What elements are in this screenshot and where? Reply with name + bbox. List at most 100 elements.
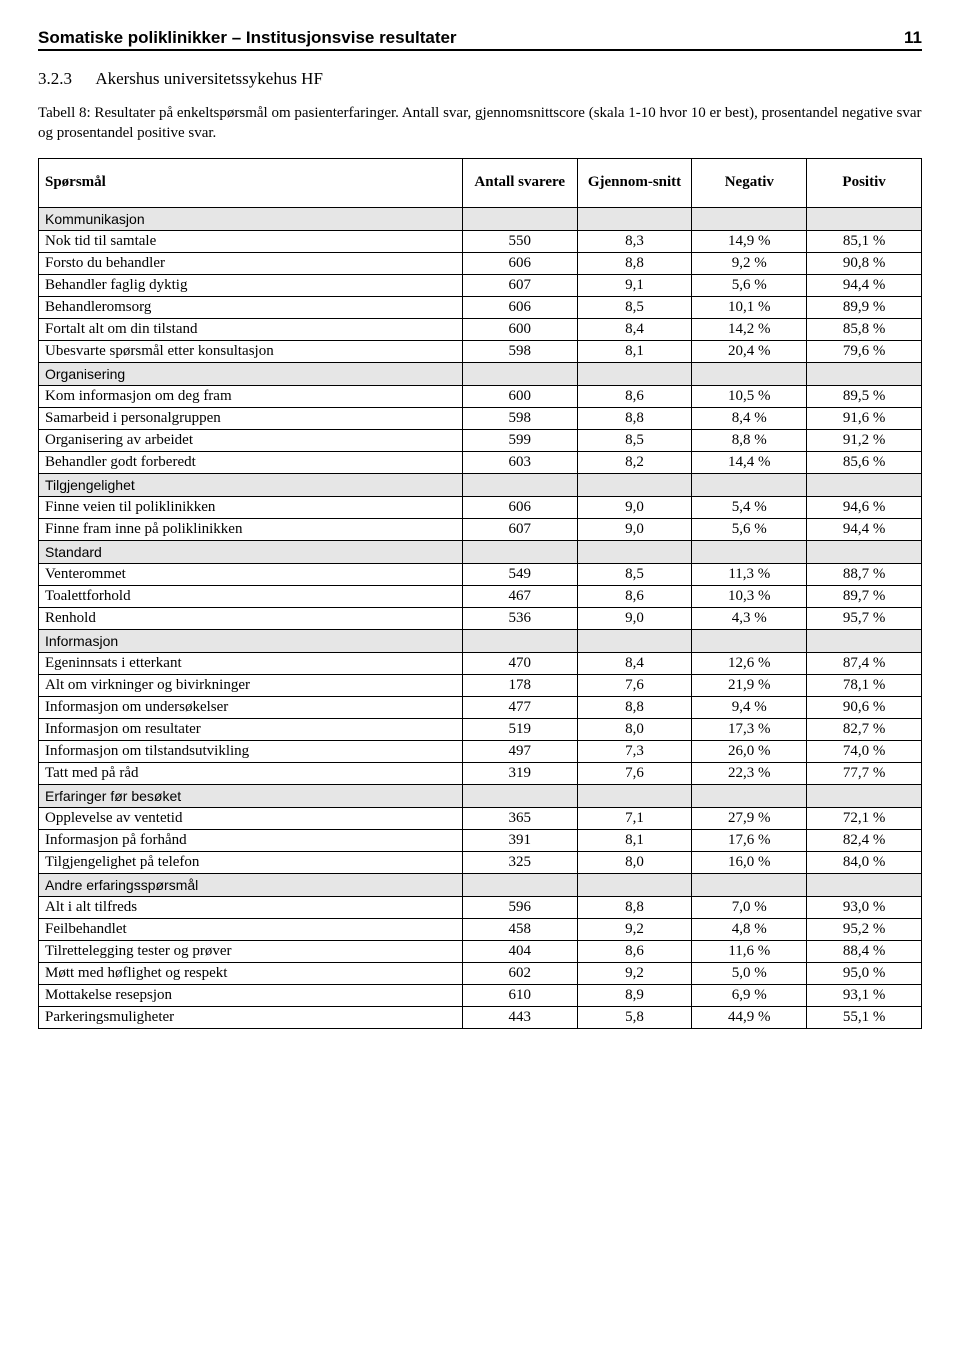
table-section-empty bbox=[692, 873, 807, 896]
table-row: Informasjon om tilstandsutvikling4977,32… bbox=[39, 740, 922, 762]
cell-count: 607 bbox=[462, 274, 577, 296]
cell-negative: 22,3 % bbox=[692, 762, 807, 784]
table-section-title: Kommunikasjon bbox=[39, 207, 463, 230]
table-row: Forsto du behandler6068,89,2 %90,8 % bbox=[39, 252, 922, 274]
cell-label: Nok tid til samtale bbox=[39, 230, 463, 252]
cell-mean: 8,0 bbox=[577, 718, 692, 740]
col-header-negative: Negativ bbox=[692, 158, 807, 207]
cell-label: Ubesvarte spørsmål etter konsultasjon bbox=[39, 340, 463, 362]
cell-mean: 7,3 bbox=[577, 740, 692, 762]
cell-count: 603 bbox=[462, 451, 577, 473]
cell-count: 602 bbox=[462, 962, 577, 984]
cell-negative: 14,2 % bbox=[692, 318, 807, 340]
cell-mean: 8,5 bbox=[577, 296, 692, 318]
cell-mean: 8,2 bbox=[577, 451, 692, 473]
cell-negative: 17,6 % bbox=[692, 829, 807, 851]
table-section-empty bbox=[462, 362, 577, 385]
cell-negative: 6,9 % bbox=[692, 984, 807, 1006]
cell-mean: 8,1 bbox=[577, 340, 692, 362]
cell-label: Alt i alt tilfreds bbox=[39, 896, 463, 918]
cell-mean: 9,0 bbox=[577, 607, 692, 629]
cell-count: 600 bbox=[462, 385, 577, 407]
table-row: Feilbehandlet4589,24,8 %95,2 % bbox=[39, 918, 922, 940]
cell-label: Behandler faglig dyktig bbox=[39, 274, 463, 296]
table-section-empty bbox=[692, 207, 807, 230]
table-row: Finne fram inne på poliklinikken6079,05,… bbox=[39, 518, 922, 540]
cell-mean: 8,9 bbox=[577, 984, 692, 1006]
table-section-row: Informasjon bbox=[39, 629, 922, 652]
table-header-row: Spørsmål Antall svarere Gjennom-snitt Ne… bbox=[39, 158, 922, 207]
page-title: Somatiske poliklinikker – Institusjonsvi… bbox=[38, 28, 457, 48]
results-table: Spørsmål Antall svarere Gjennom-snitt Ne… bbox=[38, 158, 922, 1029]
section-title: Akershus universitetssykehus HF bbox=[95, 69, 323, 88]
cell-label: Informasjon om resultater bbox=[39, 718, 463, 740]
cell-negative: 5,6 % bbox=[692, 274, 807, 296]
cell-positive: 93,0 % bbox=[807, 896, 922, 918]
cell-label: Informasjon om undersøkelser bbox=[39, 696, 463, 718]
cell-count: 470 bbox=[462, 652, 577, 674]
cell-count: 458 bbox=[462, 918, 577, 940]
cell-label: Kom informasjon om deg fram bbox=[39, 385, 463, 407]
table-section-empty bbox=[807, 873, 922, 896]
table-row: Venterommet5498,511,3 %88,7 % bbox=[39, 563, 922, 585]
cell-label: Mottakelse resepsjon bbox=[39, 984, 463, 1006]
cell-positive: 55,1 % bbox=[807, 1006, 922, 1028]
cell-negative: 21,9 % bbox=[692, 674, 807, 696]
table-section-row: Organisering bbox=[39, 362, 922, 385]
cell-positive: 88,7 % bbox=[807, 563, 922, 585]
table-section-empty bbox=[577, 540, 692, 563]
cell-count: 443 bbox=[462, 1006, 577, 1028]
table-section-empty bbox=[807, 629, 922, 652]
cell-positive: 94,6 % bbox=[807, 496, 922, 518]
table-section-empty bbox=[807, 784, 922, 807]
table-section-empty bbox=[807, 540, 922, 563]
table-section-title: Andre erfaringsspørsmål bbox=[39, 873, 463, 896]
cell-label: Behandleromsorg bbox=[39, 296, 463, 318]
cell-mean: 8,6 bbox=[577, 385, 692, 407]
cell-count: 467 bbox=[462, 585, 577, 607]
cell-positive: 89,9 % bbox=[807, 296, 922, 318]
cell-positive: 89,7 % bbox=[807, 585, 922, 607]
cell-count: 319 bbox=[462, 762, 577, 784]
cell-positive: 90,6 % bbox=[807, 696, 922, 718]
table-row: Informasjon om undersøkelser4778,89,4 %9… bbox=[39, 696, 922, 718]
cell-label: Feilbehandlet bbox=[39, 918, 463, 940]
cell-count: 550 bbox=[462, 230, 577, 252]
table-row: Tilrettelegging tester og prøver4048,611… bbox=[39, 940, 922, 962]
cell-mean: 9,2 bbox=[577, 918, 692, 940]
cell-label: Opplevelse av ventetid bbox=[39, 807, 463, 829]
cell-positive: 90,8 % bbox=[807, 252, 922, 274]
cell-mean: 8,4 bbox=[577, 318, 692, 340]
cell-negative: 16,0 % bbox=[692, 851, 807, 873]
cell-mean: 8,8 bbox=[577, 407, 692, 429]
table-caption: Tabell 8: Resultater på enkeltspørsmål o… bbox=[38, 103, 922, 144]
table-row: Tatt med på råd3197,622,3 %77,7 % bbox=[39, 762, 922, 784]
cell-negative: 27,9 % bbox=[692, 807, 807, 829]
cell-positive: 93,1 % bbox=[807, 984, 922, 1006]
cell-mean: 9,1 bbox=[577, 274, 692, 296]
cell-negative: 44,9 % bbox=[692, 1006, 807, 1028]
cell-positive: 78,1 % bbox=[807, 674, 922, 696]
cell-positive: 85,8 % bbox=[807, 318, 922, 340]
table-row: Fortalt alt om din tilstand6008,414,2 %8… bbox=[39, 318, 922, 340]
cell-mean: 8,0 bbox=[577, 851, 692, 873]
cell-negative: 8,4 % bbox=[692, 407, 807, 429]
col-header-mean: Gjennom-snitt bbox=[577, 158, 692, 207]
table-row: Samarbeid i personalgruppen5988,88,4 %91… bbox=[39, 407, 922, 429]
cell-positive: 91,6 % bbox=[807, 407, 922, 429]
table-section-empty bbox=[462, 540, 577, 563]
table-section-row: Erfaringer før besøket bbox=[39, 784, 922, 807]
cell-negative: 17,3 % bbox=[692, 718, 807, 740]
cell-mean: 8,8 bbox=[577, 896, 692, 918]
cell-label: Renhold bbox=[39, 607, 463, 629]
cell-mean: 5,8 bbox=[577, 1006, 692, 1028]
cell-label: Parkeringsmuligheter bbox=[39, 1006, 463, 1028]
table-section-title: Informasjon bbox=[39, 629, 463, 652]
table-section-title: Erfaringer før besøket bbox=[39, 784, 463, 807]
cell-mean: 9,0 bbox=[577, 518, 692, 540]
table-row: Parkeringsmuligheter4435,844,9 %55,1 % bbox=[39, 1006, 922, 1028]
table-section-empty bbox=[462, 784, 577, 807]
table-row: Finne veien til poliklinikken6069,05,4 %… bbox=[39, 496, 922, 518]
cell-label: Tilgjengelighet på telefon bbox=[39, 851, 463, 873]
cell-label: Toalettforhold bbox=[39, 585, 463, 607]
